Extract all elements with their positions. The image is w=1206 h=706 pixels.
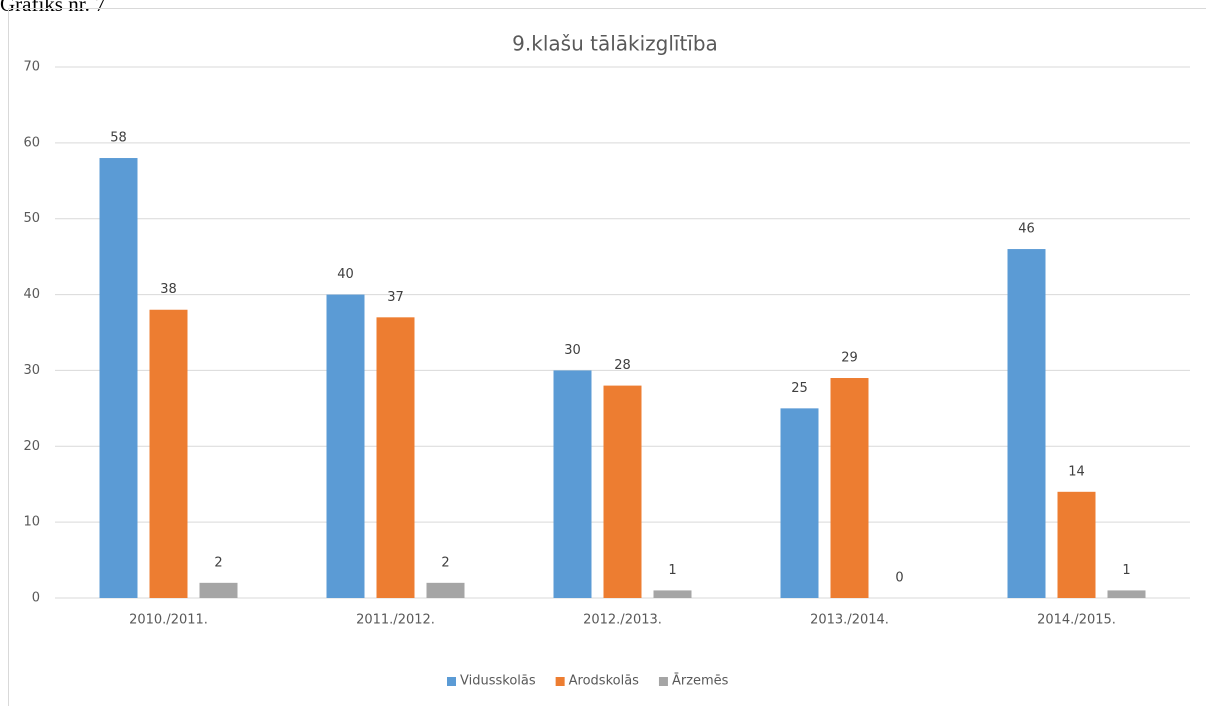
x-tick-label: 2014./2015. — [1037, 613, 1116, 628]
data-label: 37 — [387, 290, 404, 305]
data-label: 29 — [841, 351, 858, 366]
y-tick-label: 40 — [23, 287, 40, 302]
bar — [1057, 491, 1096, 598]
caption: Grafiks nr. 7 — [0, 0, 106, 16]
data-label: 28 — [614, 358, 631, 373]
x-tick-label: 2013./2014. — [810, 613, 889, 628]
data-label: 2 — [441, 555, 449, 570]
bar — [376, 317, 415, 598]
data-label: 14 — [1068, 464, 1085, 479]
data-label: 38 — [160, 282, 177, 297]
data-label: 58 — [110, 131, 127, 146]
bar — [1107, 590, 1146, 598]
bar — [149, 309, 188, 598]
bar — [830, 378, 869, 598]
bar — [653, 590, 692, 598]
data-label: 25 — [791, 381, 808, 396]
y-tick-label: 20 — [23, 439, 40, 454]
y-tick-label: 0 — [32, 591, 40, 606]
x-tick-label: 2012./2013. — [583, 613, 662, 628]
legend-label: Ārzemēs — [672, 674, 729, 689]
data-label: 30 — [564, 343, 581, 358]
bar — [553, 370, 592, 598]
data-label: 1 — [668, 563, 676, 578]
data-label: 2 — [214, 555, 222, 570]
legend-swatch — [447, 677, 456, 686]
bar — [99, 158, 138, 598]
x-tick-label: 2010./2011. — [129, 613, 208, 628]
data-label: 46 — [1018, 222, 1035, 237]
chart-title: 9.klašu tālākizglītība — [512, 32, 718, 56]
bar — [426, 582, 465, 598]
bar — [1007, 249, 1046, 599]
bar — [199, 582, 238, 598]
legend-label: Vidusskolās — [460, 674, 536, 689]
y-tick-label: 30 — [23, 363, 40, 378]
legend-swatch — [658, 677, 668, 686]
legend-label: Arodskolās — [569, 674, 640, 689]
y-tick-label: 70 — [23, 60, 40, 75]
data-label: 0 — [895, 571, 903, 586]
y-tick-label: 10 — [23, 515, 40, 530]
bar — [603, 385, 642, 598]
chart-border — [8, 8, 1206, 706]
bar — [780, 408, 819, 598]
y-tick-label: 60 — [23, 135, 40, 150]
data-label: 1 — [1122, 563, 1130, 578]
data-label: 40 — [337, 267, 354, 282]
legend-swatch — [555, 677, 565, 686]
y-tick-label: 50 — [23, 211, 40, 226]
bar — [326, 294, 365, 598]
x-tick-label: 2011./2012. — [356, 613, 435, 628]
